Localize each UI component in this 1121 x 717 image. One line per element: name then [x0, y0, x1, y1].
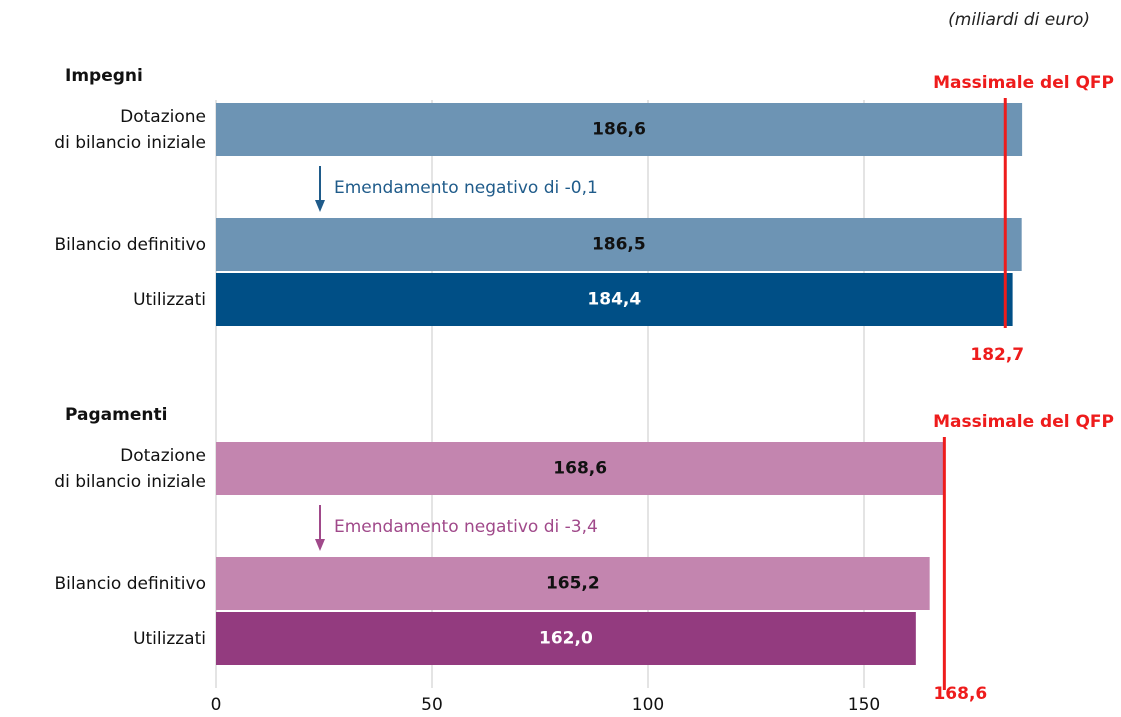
category-label: Bilancio definitivo	[54, 573, 206, 594]
ceiling-value-label: 168,6	[933, 684, 987, 704]
value-label: 165,2	[546, 574, 600, 594]
value-label: 186,5	[592, 235, 646, 255]
group-title: Impegni	[65, 66, 143, 86]
bar	[216, 218, 1022, 271]
amendment-label: Emendamento negativo di -0,1	[334, 178, 598, 198]
bar	[216, 557, 930, 610]
unit-note: (miliardi di euro)	[948, 10, 1090, 30]
category-label: Utilizzati	[133, 289, 206, 310]
ceiling-value-label: 182,7	[970, 345, 1024, 365]
bar	[216, 273, 1013, 326]
amendment-label: Emendamento negativo di -3,4	[334, 517, 598, 537]
category-label: Utilizzati	[133, 628, 206, 649]
value-label: 162,0	[539, 629, 593, 649]
category-label-box: Bilancio definitivo	[54, 234, 206, 255]
x-tick-label: 150	[848, 695, 880, 715]
category-label-box: Dotazione di bilancio iniziale	[54, 106, 206, 153]
amendment-arrowhead	[315, 200, 325, 212]
value-label: 168,6	[553, 459, 607, 479]
x-tick-label: 50	[421, 695, 443, 715]
category-label: Bilancio definitivo	[54, 234, 206, 255]
value-label: 184,4	[587, 290, 641, 310]
bar	[216, 442, 945, 495]
ceiling-label: Massimale del QFP	[933, 412, 1114, 432]
category-label: Dotazione di bilancio iniziale	[54, 445, 206, 492]
category-label-box: Dotazione di bilancio iniziale	[54, 445, 206, 492]
group-title: Pagamenti	[65, 405, 167, 425]
x-tick-label: 100	[632, 695, 664, 715]
bar	[216, 612, 916, 665]
value-label: 186,6	[592, 120, 646, 140]
category-label-box: Utilizzati	[133, 628, 206, 649]
amendment-arrowhead	[315, 539, 325, 551]
category-label: Dotazione di bilancio iniziale	[54, 106, 206, 153]
x-tick-label: 0	[211, 695, 222, 715]
category-label-box: Bilancio definitivo	[54, 573, 206, 594]
ceiling-label: Massimale del QFP	[933, 73, 1114, 93]
bar	[216, 103, 1023, 156]
category-label-box: Utilizzati	[133, 289, 206, 310]
